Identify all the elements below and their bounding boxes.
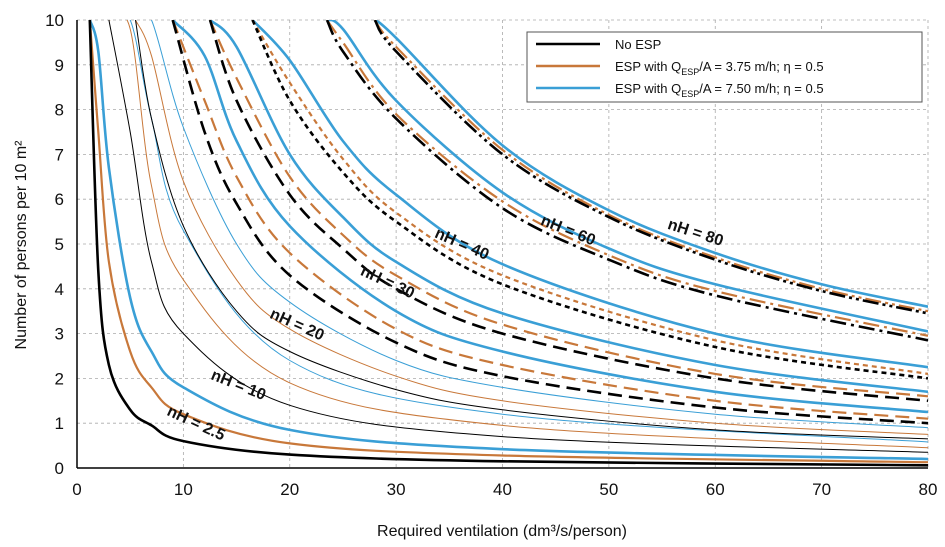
- x-axis-title: Required ventilation (dm³/s/person): [377, 523, 627, 540]
- y-axis-title: Number of persons per 10 m²: [13, 140, 30, 350]
- series-line-nh-40-esp-375: [251, 20, 928, 375]
- y-tick-label: 2: [55, 369, 64, 388]
- curve-label: nH = 40: [432, 225, 491, 264]
- series-line-nh-60-esp-750: [326, 20, 928, 333]
- legend: No ESP ESP with QESP/A = 3.75 m/h; η = 0…: [526, 31, 923, 103]
- series-line-nh-10-no-esp: [135, 20, 928, 440]
- x-tick-label: 0: [72, 480, 81, 499]
- y-tick-label: 4: [55, 280, 64, 299]
- series-line-nh-20-no-esp: [171, 20, 928, 425]
- curve-label: nH = 10: [209, 367, 269, 404]
- y-tick-label: 7: [55, 145, 64, 164]
- curve-label: nH = 20: [267, 306, 326, 345]
- series-line-nh-10-esp-750: [135, 20, 928, 429]
- x-tick-label: 10: [174, 480, 193, 499]
- x-tick-label: 70: [812, 480, 831, 499]
- legend-label-no-esp: No ESP: [615, 37, 661, 52]
- series-line-nh-2.5-esp-750: [88, 20, 928, 461]
- series-line-nh-80-no-esp: [373, 20, 928, 315]
- series-line-nh-30-esp-750: [209, 20, 928, 394]
- legend-label-esp-375: ESP with QESP/A = 3.75 m/h; η = 0.5: [615, 59, 824, 77]
- series-line-nh-5-esp-750: [108, 20, 928, 443]
- y-tick-label: 1: [55, 414, 64, 433]
- series-line-nh-30-no-esp: [208, 20, 928, 403]
- series-line-nh-10-esp-375: [135, 20, 928, 435]
- series-line-nh-20-esp-750: [171, 20, 928, 414]
- series-line-nh-30-esp-375: [208, 20, 928, 398]
- x-tick-label: 60: [706, 480, 725, 499]
- series-line-nh-40-esp-750: [251, 20, 928, 369]
- x-tick-label: 40: [493, 480, 512, 499]
- x-tick-label: 80: [919, 480, 938, 499]
- series-line-nh-80-esp-750: [373, 20, 928, 308]
- series-line-nh-60-no-esp: [325, 20, 928, 342]
- y-tick-label: 3: [55, 325, 64, 344]
- series-line-nh-5-no-esp: [108, 20, 928, 453]
- series-line-nh-5-esp-375: [108, 20, 928, 449]
- series-line-nh-20-esp-375: [171, 20, 928, 420]
- series-line-nh-2.5-esp-375: [88, 20, 928, 464]
- series-line-nh-80-esp-375: [373, 20, 928, 313]
- legend-label-esp-750: ESP with QESP/A = 7.50 m/h; η = 0.5: [615, 81, 824, 99]
- y-tick-label: 5: [55, 235, 64, 254]
- y-tick-label: 6: [55, 190, 64, 209]
- series-line-nh-2.5-no-esp: [88, 20, 928, 467]
- y-tick-label: 8: [55, 101, 64, 120]
- x-tick-label: 30: [387, 480, 406, 499]
- axes: [76, 20, 928, 469]
- series-layer: [88, 20, 928, 467]
- y-tick-label: 10: [45, 11, 64, 30]
- series-line-nh-40-no-esp: [251, 20, 928, 380]
- x-tick-label: 20: [280, 480, 299, 499]
- y-tick-label: 9: [55, 56, 64, 75]
- x-tick-label: 50: [599, 480, 618, 499]
- tick-labels: 0 10 20 30 40 50 60 70 80 0 1 2 3 4 5 6 7 8 9 10: [45, 11, 937, 499]
- series-line-nh-60-esp-375: [326, 20, 928, 337]
- y-tick-label: 0: [55, 459, 64, 478]
